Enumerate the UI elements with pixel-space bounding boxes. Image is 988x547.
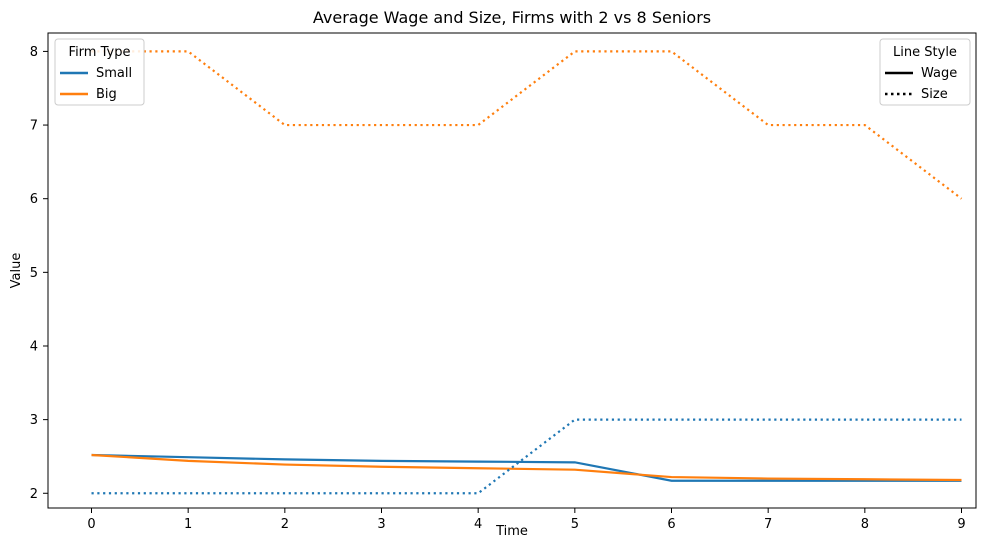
y-tick-label: 8 — [30, 45, 38, 60]
series-line-small-wage — [91, 453, 962, 482]
y-tick-label: 2 — [30, 487, 38, 502]
legend-label-big: Big — [96, 87, 117, 102]
chart-title: Average Wage and Size, Firms with 2 vs 8… — [313, 8, 711, 27]
y-tick-label: 4 — [30, 339, 38, 354]
x-tick-label: 0 — [87, 517, 95, 532]
plot-area-frame — [47, 32, 977, 509]
y-tick-label: 6 — [30, 192, 38, 207]
legend-line-style: Line Style Wage Size — [879, 38, 971, 106]
legend-firm-type: Firm Type Small Big — [54, 38, 145, 106]
legend-title: Line Style — [893, 45, 957, 60]
x-tick-label: 2 — [281, 517, 289, 532]
legend-label-small: Small — [96, 66, 132, 81]
series-line-big-wage — [91, 453, 962, 482]
legend-label-size: Size — [921, 87, 948, 102]
legend-label-wage: Wage — [921, 66, 957, 81]
y-tick-label: 7 — [30, 119, 38, 134]
series-line-big-size — [91, 50, 963, 200]
y-tick-label: 3 — [30, 413, 38, 428]
x-axis-label: Time — [495, 524, 528, 539]
x-tick-label: 5 — [571, 517, 579, 532]
legend-title: Firm Type — [69, 45, 131, 60]
series-line-small-size — [91, 418, 962, 495]
x-tick-label: 7 — [764, 517, 772, 532]
x-tick-label: 1 — [184, 517, 192, 532]
y-tick-label: 5 — [30, 266, 38, 281]
x-tick-label: 9 — [957, 517, 965, 532]
x-tick-label: 3 — [377, 517, 385, 532]
y-axis: 2 3 4 5 6 7 8 — [30, 45, 48, 502]
legend-box — [54, 38, 145, 106]
x-tick-label: 8 — [861, 517, 869, 532]
x-axis: 0 1 2 3 4 5 6 7 8 9 — [87, 508, 966, 532]
legend-box — [879, 38, 971, 106]
x-tick-label: 4 — [474, 517, 482, 532]
y-axis-label: Value — [9, 253, 24, 289]
x-tick-label: 6 — [667, 517, 675, 532]
series-layer — [91, 50, 963, 495]
